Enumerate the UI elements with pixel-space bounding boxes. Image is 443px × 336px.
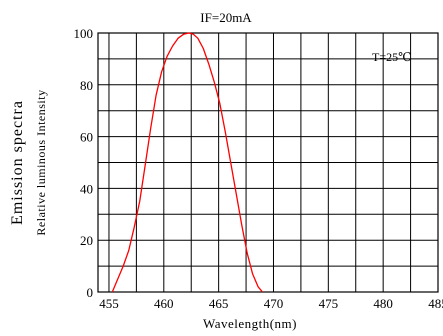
y-tick-labels: 0 20 40 60 80 100 [74, 26, 94, 300]
temperature-annotation: T=25℃ [372, 50, 412, 64]
x-axis-label: Wavelength(nm) [203, 316, 297, 331]
plot-frame [97, 32, 439, 293]
x-tick-label: 470 [264, 296, 284, 311]
x-tick-label: 455 [99, 296, 119, 311]
series-line [111, 32, 263, 293]
x-tick-label: 475 [319, 296, 339, 311]
x-tick-label: 465 [209, 296, 229, 311]
chart-title: IF=20mA [200, 10, 252, 25]
y-tick-label: 100 [74, 26, 94, 41]
x-tick-label: 480 [373, 296, 393, 311]
grid-lines [98, 33, 438, 292]
x-tick-label: 460 [154, 296, 174, 311]
x-tick-labels: 455 460 465 470 475 480 485 [99, 296, 443, 311]
y-tick-label: 0 [87, 285, 94, 300]
y-tick-label: 60 [80, 130, 93, 145]
y-tick-label: 80 [80, 78, 93, 93]
x-tick-label: 485 [428, 296, 443, 311]
y-axis-sublabel: Relative luminous Intensity [34, 89, 48, 235]
y-tick-label: 40 [80, 181, 93, 196]
y-tick-label: 20 [80, 233, 93, 248]
y-axis-label: Emission spectra [9, 100, 26, 225]
